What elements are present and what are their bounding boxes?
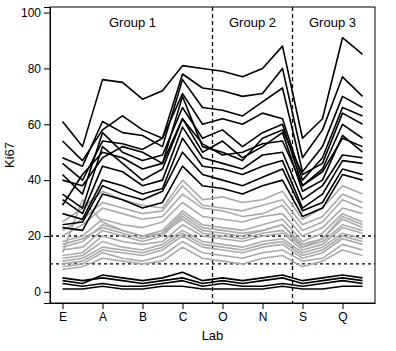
tick-label: 80 <box>28 62 42 76</box>
tick-label: E <box>59 310 67 324</box>
y-axis: 0 20 40 60 80 100 <box>21 6 51 304</box>
plot-area <box>50 7 375 303</box>
x-axis: EABCONSQ <box>51 303 376 324</box>
tick-mark <box>223 303 224 309</box>
series-line <box>63 247 363 269</box>
series-line <box>63 38 363 147</box>
tick: C <box>179 303 188 324</box>
group-separator <box>212 7 213 303</box>
tick-mark <box>44 68 50 69</box>
group-label: Group 2 <box>229 15 276 30</box>
tick-label: A <box>99 310 107 324</box>
tick-mark <box>183 303 184 309</box>
series-line <box>63 138 363 219</box>
series-line <box>63 281 363 287</box>
tick-label: 100 <box>21 6 41 20</box>
tick-label: S <box>299 310 307 324</box>
group-label: Group 1 <box>109 15 156 30</box>
series-line <box>63 286 363 289</box>
tick: E <box>59 303 67 324</box>
tick-label: N <box>259 310 268 324</box>
tick: B <box>139 303 147 324</box>
plot-frame <box>50 7 375 303</box>
series-line <box>63 119 363 208</box>
tick-label: O <box>218 310 227 324</box>
tick: 20 <box>28 229 50 243</box>
series-line <box>63 272 363 283</box>
series-line <box>63 119 363 186</box>
group-label: Group 3 <box>309 15 356 30</box>
tick-mark <box>303 303 304 309</box>
series-line <box>63 127 363 214</box>
tick: Q <box>338 303 347 324</box>
tick-label: 60 <box>28 118 42 132</box>
series-line <box>63 200 363 253</box>
series-line <box>63 152 363 225</box>
tick-mark <box>143 303 144 309</box>
tick: S <box>299 303 307 324</box>
tick: 0 <box>34 285 50 299</box>
axis-line <box>44 8 51 304</box>
y-axis-title: Ki67 <box>2 142 17 168</box>
tick-label: Q <box>338 310 347 324</box>
tick-mark <box>263 303 264 309</box>
tick-label: 40 <box>28 173 42 187</box>
series-line <box>63 233 363 261</box>
axis-line <box>51 303 376 304</box>
tick-label: B <box>139 310 147 324</box>
tick: 40 <box>28 173 50 187</box>
tick: 60 <box>28 118 50 132</box>
tick: N <box>259 303 268 324</box>
series-line <box>63 80 363 172</box>
tick-mark <box>44 13 50 14</box>
tick: 80 <box>28 62 50 76</box>
tick-label: 20 <box>28 229 42 243</box>
tick-mark <box>44 292 50 293</box>
tick-mark <box>44 180 50 181</box>
tick-mark <box>343 303 344 309</box>
x-axis-title: Lab <box>202 328 224 343</box>
tick-mark <box>63 303 64 309</box>
tick-label: C <box>179 310 188 324</box>
tick: A <box>99 303 107 324</box>
tick: 100 <box>21 6 50 20</box>
series-line <box>63 219 363 247</box>
chart: 0 20 40 60 80 100 E A B C O N S Q Lab Ki67 Group 1 Group … <box>0 0 396 351</box>
tick: O <box>218 303 227 324</box>
tick-mark <box>44 124 50 125</box>
series-line <box>63 216 363 250</box>
tick-mark <box>103 303 104 309</box>
tick-label: 0 <box>34 285 41 299</box>
reference-line <box>50 263 375 264</box>
series-line <box>63 96 363 205</box>
tick-mark <box>44 236 50 237</box>
